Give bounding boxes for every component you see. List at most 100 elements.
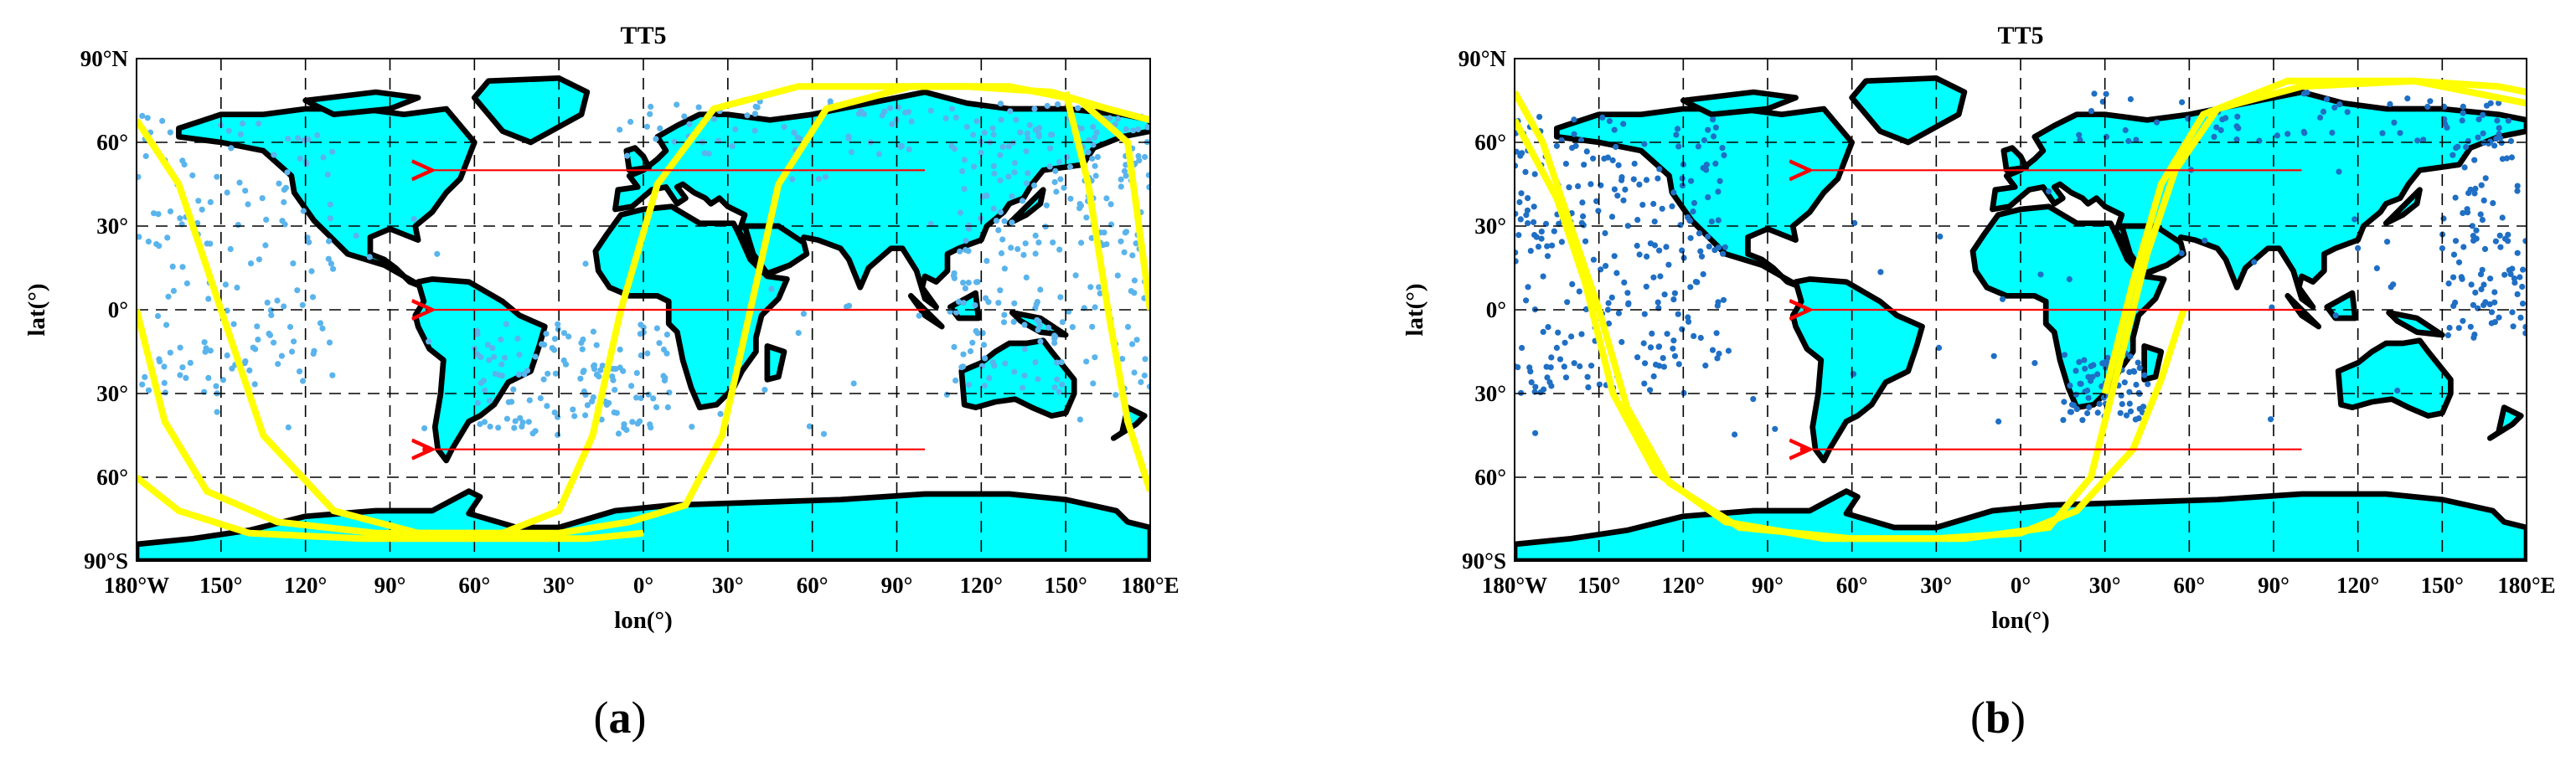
specular-point [962, 285, 968, 291]
specular-point [259, 195, 266, 202]
specular-point [1679, 247, 1685, 254]
specular-point [2460, 244, 2467, 250]
specular-point [511, 425, 518, 431]
specular-point [1046, 163, 1053, 170]
panel-caption: (b) [1970, 692, 2026, 743]
specular-point [1538, 235, 1545, 242]
specular-point [498, 361, 505, 368]
specular-point [997, 100, 1004, 107]
specular-point [2478, 182, 2485, 188]
specular-points [137, 98, 1150, 439]
specular-point [1555, 329, 1562, 336]
specular-point [207, 198, 214, 205]
specular-point [2470, 301, 2476, 308]
specular-point [434, 250, 441, 257]
specular-point [255, 337, 261, 343]
specular-point [1001, 311, 1008, 318]
specular-point [822, 173, 829, 180]
specular-point [1059, 319, 1066, 326]
specular-point [555, 326, 561, 332]
specular-point [1089, 155, 1096, 162]
specular-point [860, 111, 867, 117]
specular-point [960, 351, 967, 358]
specular-point [2465, 190, 2472, 197]
specular-point [551, 336, 559, 342]
specular-point [1990, 352, 1997, 359]
specular-point [1703, 162, 1710, 168]
specular-point [1075, 105, 1082, 111]
specular-point [653, 325, 661, 332]
specular-point [194, 219, 201, 227]
specular-point [1582, 306, 1590, 312]
specular-point [615, 430, 622, 437]
specular-point [290, 260, 297, 267]
specular-point [1001, 265, 1008, 272]
specular-point [634, 420, 641, 427]
reflection-point [1799, 445, 1809, 454]
specular-point [997, 177, 1004, 184]
specular-point [612, 366, 619, 373]
specular-point [1702, 363, 1709, 369]
specular-point [1696, 230, 1703, 237]
panel-b: TT5 180°W 150° 120° 90° 60° 30° 0° 30° 60° 90° 120°… [1402, 22, 2556, 743]
specular-point [1630, 176, 1637, 183]
specular-point [1647, 344, 1655, 351]
specular-point [1577, 363, 1583, 370]
specular-point [998, 250, 1005, 257]
specular-point [1025, 135, 1031, 142]
specular-point [199, 206, 205, 213]
specular-point [2519, 283, 2526, 291]
specular-point [177, 372, 183, 378]
specular-point [299, 301, 306, 308]
specular-point [2460, 317, 2466, 324]
specular-point [674, 101, 680, 108]
specular-point [237, 131, 244, 137]
specular-point [1005, 173, 1012, 180]
specular-point [2324, 96, 2331, 103]
specular-point [1096, 284, 1102, 291]
specular-point [1131, 290, 1138, 296]
specular-point [526, 397, 533, 404]
specular-point [1611, 186, 1618, 193]
specular-point [1621, 279, 1628, 286]
specular-point [481, 419, 488, 425]
specular-point [2304, 90, 2310, 96]
specular-point [478, 353, 484, 360]
specular-point [137, 173, 142, 180]
specular-point [2268, 416, 2274, 423]
specular-point [2486, 301, 2493, 307]
specular-point [2391, 119, 2398, 126]
specular-point [1035, 131, 1042, 137]
y-tick-label: 60° [96, 130, 128, 155]
specular-point [1664, 331, 1670, 337]
specular-point [1618, 177, 1625, 183]
specular-point [214, 409, 220, 415]
specular-point [1072, 272, 1079, 279]
specular-point [179, 264, 186, 270]
specular-point [1608, 294, 1615, 301]
specular-point [353, 232, 359, 239]
specular-point [510, 386, 517, 393]
specular-point [2081, 357, 2088, 363]
specular-point [1051, 340, 1058, 347]
specular-point [791, 129, 798, 136]
specular-point [1045, 324, 1052, 331]
specular-point [555, 414, 561, 420]
specular-point [1685, 318, 1692, 325]
specular-point [155, 211, 162, 218]
specular-point [2491, 289, 2498, 296]
specular-point [579, 346, 586, 352]
specular-point [187, 359, 194, 366]
specular-point [1077, 203, 1084, 209]
specular-point [1655, 175, 1661, 182]
specular-point [484, 342, 492, 348]
specular-point [1732, 431, 1738, 438]
specular-point [309, 294, 317, 301]
specular-point [320, 154, 327, 161]
specular-point [242, 188, 249, 194]
specular-point [294, 287, 301, 294]
specular-point [1545, 324, 1551, 331]
specular-point [2497, 244, 2504, 250]
specular-point [555, 321, 561, 327]
specular-point [1123, 126, 1129, 133]
